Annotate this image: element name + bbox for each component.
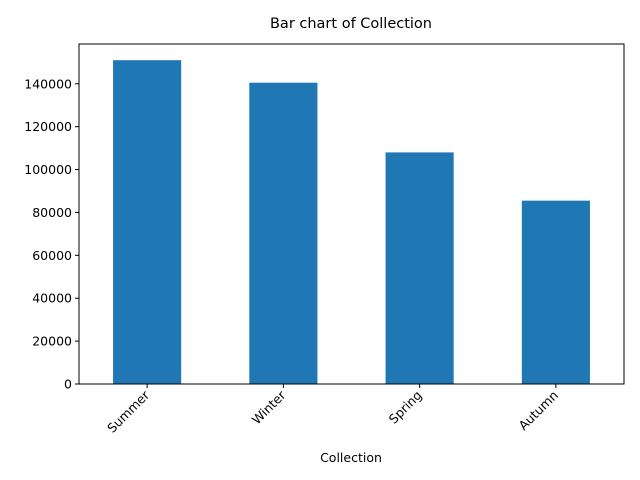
bars-group	[113, 60, 590, 384]
bar-autumn	[521, 200, 590, 384]
y-tick-label: 140000	[24, 76, 72, 91]
y-tick-label: 100000	[24, 162, 72, 177]
y-tick-label: 120000	[24, 119, 72, 134]
y-tick-label: 20000	[32, 334, 72, 349]
y-tick-label: 60000	[32, 248, 72, 263]
y-tick-label: 0	[64, 377, 72, 392]
chart-title: Bar chart of Collection	[270, 16, 432, 32]
x-tick-label: Spring	[386, 388, 425, 427]
plot-frame	[78, 43, 625, 385]
bar-winter	[249, 82, 318, 384]
x-axis-label: Collection	[320, 450, 382, 465]
x-tick-label: Winter	[249, 387, 289, 427]
x-tick-label: Summer	[104, 387, 153, 436]
x-tick-label: Autumn	[515, 388, 561, 434]
y-tick-label: 80000	[32, 205, 72, 220]
x-axis: Summer Winter Spring Autumn	[104, 384, 561, 436]
bar-spring	[385, 152, 454, 384]
y-axis: 0 20000 40000 60000 80000 100000 120000 140000	[24, 76, 79, 392]
y-tick-label: 40000	[32, 291, 72, 306]
bar-summer	[113, 60, 182, 384]
